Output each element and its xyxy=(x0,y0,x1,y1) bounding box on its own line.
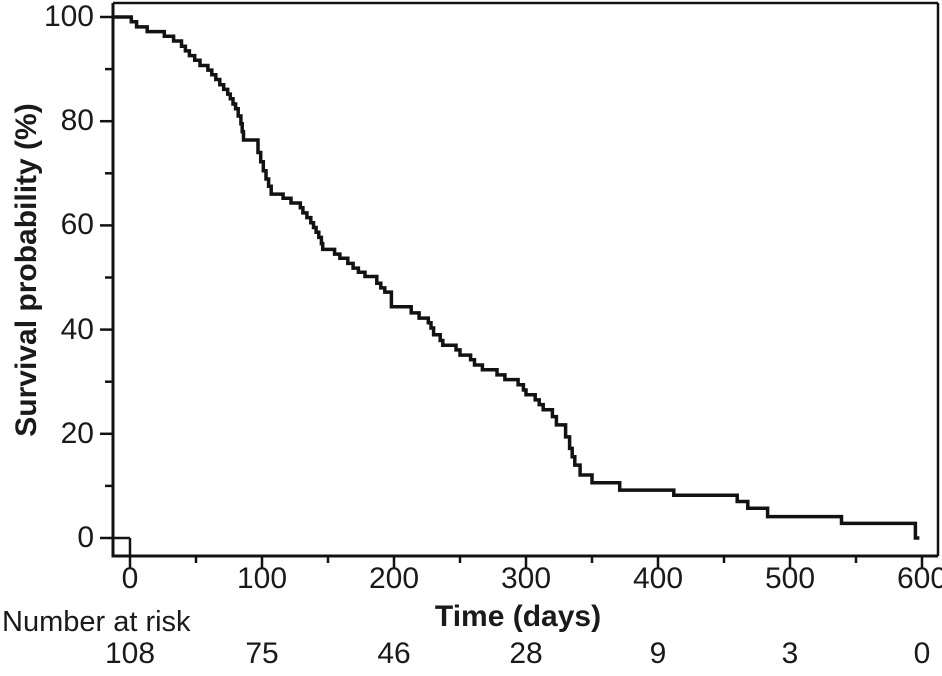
y-tick-label: 20 xyxy=(60,416,94,450)
number-at-risk-value: 108 xyxy=(104,637,156,670)
number-at-risk-value: 0 xyxy=(913,637,931,670)
y-tick-label: 100 xyxy=(43,0,94,33)
x-tick-label: 600 xyxy=(896,562,942,595)
x-tick-label: 100 xyxy=(236,562,288,595)
x-tick-label: 500 xyxy=(764,562,816,595)
number-at-risk-value: 28 xyxy=(509,637,543,670)
y-tick-label: 60 xyxy=(60,208,94,242)
y-tick-label: 40 xyxy=(60,312,94,346)
number-at-risk-label: Number at risk xyxy=(2,606,191,638)
number-at-risk-value: 46 xyxy=(377,637,411,670)
y-tick-label: 80 xyxy=(60,104,94,138)
survival-step-curve xyxy=(113,15,920,540)
y-axis-title: Survival probability (%) xyxy=(10,103,43,437)
number-at-risk-value: 9 xyxy=(649,637,667,670)
x-tick-label: 400 xyxy=(632,562,684,595)
number-at-risk-value: 3 xyxy=(781,637,799,670)
x-tick-label: 200 xyxy=(368,562,420,595)
x-axis-title: Time (days) xyxy=(434,600,602,633)
number-at-risk-value: 75 xyxy=(245,637,279,670)
y-tick-label: 0 xyxy=(77,521,94,554)
x-tick-label: 300 xyxy=(500,562,552,595)
x-tick-label: 0 xyxy=(121,562,139,595)
